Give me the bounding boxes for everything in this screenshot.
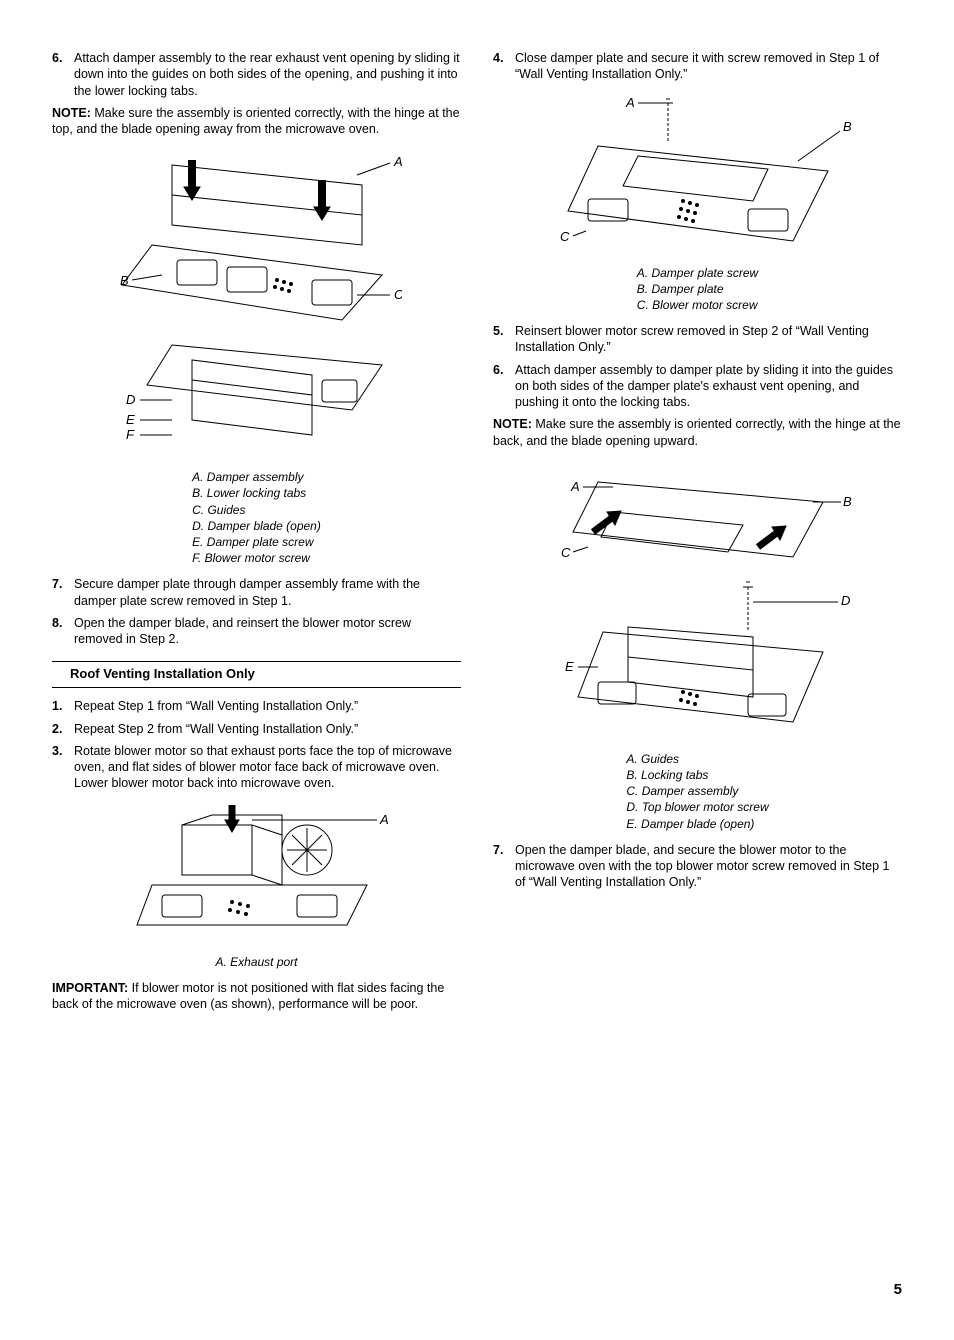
legend-item: B. Lower locking tabs xyxy=(192,485,321,501)
step-number: 4. xyxy=(493,50,515,83)
important-label: IMPORTANT: xyxy=(52,981,128,995)
legend-item: B. Locking tabs xyxy=(626,767,768,783)
figure-legend: A. Damper plate screw B. Damper plate C.… xyxy=(637,265,758,314)
legend-item: C. Damper assembly xyxy=(626,783,768,799)
note-label: NOTE: xyxy=(493,417,532,431)
step-text: Open the damper blade, and reinsert the … xyxy=(74,615,461,648)
step-text: Rotate blower motor so that exhaust port… xyxy=(74,743,461,792)
legend-item: C. Guides xyxy=(192,502,321,518)
roof-step-2: 2. Repeat Step 2 from “Wall Venting Inst… xyxy=(52,721,461,737)
svg-text:B: B xyxy=(843,119,852,134)
step-6: 6. Attach damper assembly to the rear ex… xyxy=(52,50,461,99)
step-7-right: 7. Open the damper blade, and secure the… xyxy=(493,842,902,891)
legend-item: A. Damper assembly xyxy=(192,469,321,485)
figure-legend: A. Exhaust port xyxy=(215,954,297,970)
step-number: 6. xyxy=(52,50,74,99)
svg-text:E: E xyxy=(126,412,135,427)
note-label: NOTE: xyxy=(52,106,91,120)
step-number: 8. xyxy=(52,615,74,648)
svg-text:A: A xyxy=(393,154,402,169)
step-text: Attach damper assembly to the rear exhau… xyxy=(74,50,461,99)
svg-text:B: B xyxy=(120,273,129,288)
svg-text:C: C xyxy=(394,287,402,302)
legend-item: A. Guides xyxy=(626,751,768,767)
note: NOTE: Make sure the assembly is oriented… xyxy=(52,105,461,138)
svg-text:C: C xyxy=(561,545,571,560)
step-number: 2. xyxy=(52,721,74,737)
step-number: 7. xyxy=(52,576,74,609)
legend-item: D. Top blower motor screw xyxy=(626,799,768,815)
step-8: 8. Open the damper blade, and reinsert t… xyxy=(52,615,461,648)
figure-damper-plate: A B C A. Damper plate screw B. Damper pl… xyxy=(493,91,902,314)
step-text: Repeat Step 1 from “Wall Venting Install… xyxy=(74,698,461,714)
note-text: Make sure the assembly is oriented corre… xyxy=(493,417,901,447)
figure-legend: A. Damper assembly B. Lower locking tabs… xyxy=(192,469,321,566)
roof-step-3: 3. Rotate blower motor so that exhaust p… xyxy=(52,743,461,792)
step-number: 3. xyxy=(52,743,74,792)
legend-item: E. Damper plate screw xyxy=(192,534,321,550)
step-number: 7. xyxy=(493,842,515,891)
subheading-roof-venting: Roof Venting Installation Only xyxy=(52,661,461,688)
svg-text:B: B xyxy=(843,494,852,509)
roof-step-1: 1. Repeat Step 1 from “Wall Venting Inst… xyxy=(52,698,461,714)
step-6-right: 6. Attach damper assembly to damper plat… xyxy=(493,362,902,411)
step-text: Repeat Step 2 from “Wall Venting Install… xyxy=(74,721,461,737)
step-4: 4. Close damper plate and secure it with… xyxy=(493,50,902,83)
step-text: Attach damper assembly to damper plate b… xyxy=(515,362,902,411)
figure-damper-roof: A B C xyxy=(493,457,902,832)
legend-item: A. Damper plate screw xyxy=(637,265,758,281)
step-number: 5. xyxy=(493,323,515,356)
right-column: 4. Close damper plate and secure it with… xyxy=(493,50,902,1020)
legend-item: D. Damper blade (open) xyxy=(192,518,321,534)
figure-legend: A. Guides B. Locking tabs C. Damper asse… xyxy=(626,751,768,832)
page-number: 5 xyxy=(52,1280,902,1300)
legend-item: C. Blower motor screw xyxy=(637,297,758,313)
step-text: Reinsert blower motor screw removed in S… xyxy=(515,323,902,356)
step-5: 5. Reinsert blower motor screw removed i… xyxy=(493,323,902,356)
svg-text:D: D xyxy=(841,593,850,608)
step-text: Close damper plate and secure it with sc… xyxy=(515,50,902,83)
figure-exhaust-port: A A. Exhaust port xyxy=(52,800,461,970)
step-text: Secure damper plate through damper assem… xyxy=(74,576,461,609)
step-number: 6. xyxy=(493,362,515,411)
svg-text:A: A xyxy=(625,95,635,110)
svg-text:E: E xyxy=(565,659,574,674)
svg-text:C: C xyxy=(560,229,570,244)
svg-text:A: A xyxy=(379,812,389,827)
note: NOTE: Make sure the assembly is oriented… xyxy=(493,416,902,449)
step-number: 1. xyxy=(52,698,74,714)
legend-item: A. Exhaust port xyxy=(215,954,297,970)
svg-text:A: A xyxy=(570,479,580,494)
svg-text:F: F xyxy=(126,427,135,442)
important-note: IMPORTANT: If blower motor is not positi… xyxy=(52,980,461,1013)
legend-item: E. Damper blade (open) xyxy=(626,816,768,832)
svg-text:D: D xyxy=(126,392,135,407)
step-text: Open the damper blade, and secure the bl… xyxy=(515,842,902,891)
legend-item: F. Blower motor screw xyxy=(192,550,321,566)
left-column: 6. Attach damper assembly to the rear ex… xyxy=(52,50,461,1020)
step-7: 7. Secure damper plate through damper as… xyxy=(52,576,461,609)
note-text: Make sure the assembly is oriented corre… xyxy=(52,106,460,136)
figure-damper-assembly: A B C D E F xyxy=(52,145,461,566)
legend-item: B. Damper plate xyxy=(637,281,758,297)
